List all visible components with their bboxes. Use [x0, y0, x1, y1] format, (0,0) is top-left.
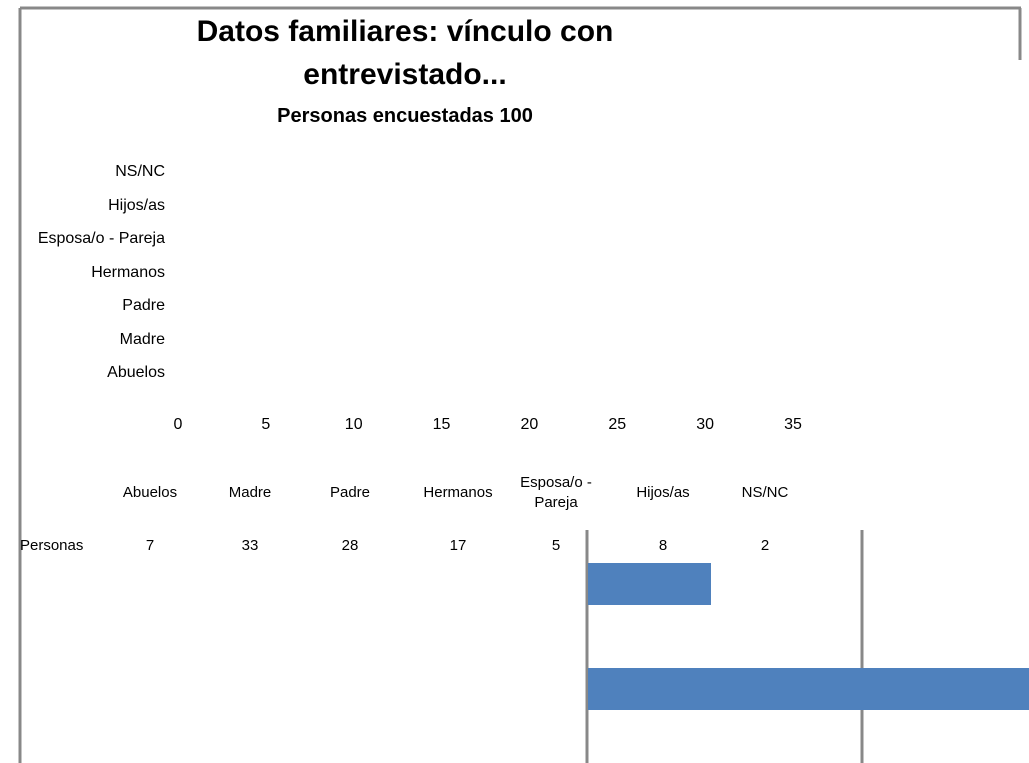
y-tick-label: Padre — [122, 297, 165, 314]
y-tick-label: Madre — [119, 330, 165, 348]
table-header: Hermanos — [423, 484, 493, 501]
y-tick-label: NS/NC — [115, 163, 165, 180]
x-tick-label: 30 — [696, 416, 715, 433]
x-tick-label: 0 — [173, 416, 183, 433]
chart-title: Datos familiares: vínculo con entrevista… — [196, 15, 614, 91]
y-tick-label: Abuelos — [107, 364, 165, 381]
table-value: 2 — [760, 537, 770, 554]
bar — [588, 668, 1029, 710]
table-header: Esposa/o - Pareja — [520, 474, 592, 511]
table-value: 33 — [241, 537, 259, 554]
legend-label: Personas — [20, 537, 84, 554]
bar — [588, 563, 711, 605]
y-tick-label: Hermanos — [91, 263, 165, 281]
table-header: NS/NC — [741, 484, 789, 501]
x-tick-label: 20 — [520, 416, 539, 433]
table-header: Hijos/as — [636, 484, 690, 501]
x-tick-label: 5 — [261, 416, 271, 433]
chart-subtitle: Personas encuestadas 100 — [277, 105, 533, 127]
table-header: Madre — [228, 484, 272, 501]
y-tick-label: Esposa/o - Pareja — [37, 230, 165, 247]
y-tick-label: Hijos/as — [108, 196, 165, 214]
table-value: 17 — [449, 537, 467, 554]
table-value: 7 — [145, 537, 155, 554]
x-tick-label: 25 — [608, 416, 627, 433]
table-header: Padre — [329, 484, 371, 501]
table-value: 28 — [341, 537, 359, 554]
table-value: 5 — [551, 537, 561, 554]
x-tick-label: 10 — [344, 416, 363, 433]
x-tick-label: 35 — [784, 416, 802, 433]
table-value: 8 — [658, 537, 668, 554]
table-header: Abuelos — [122, 484, 178, 501]
x-tick-label: 15 — [432, 416, 451, 433]
